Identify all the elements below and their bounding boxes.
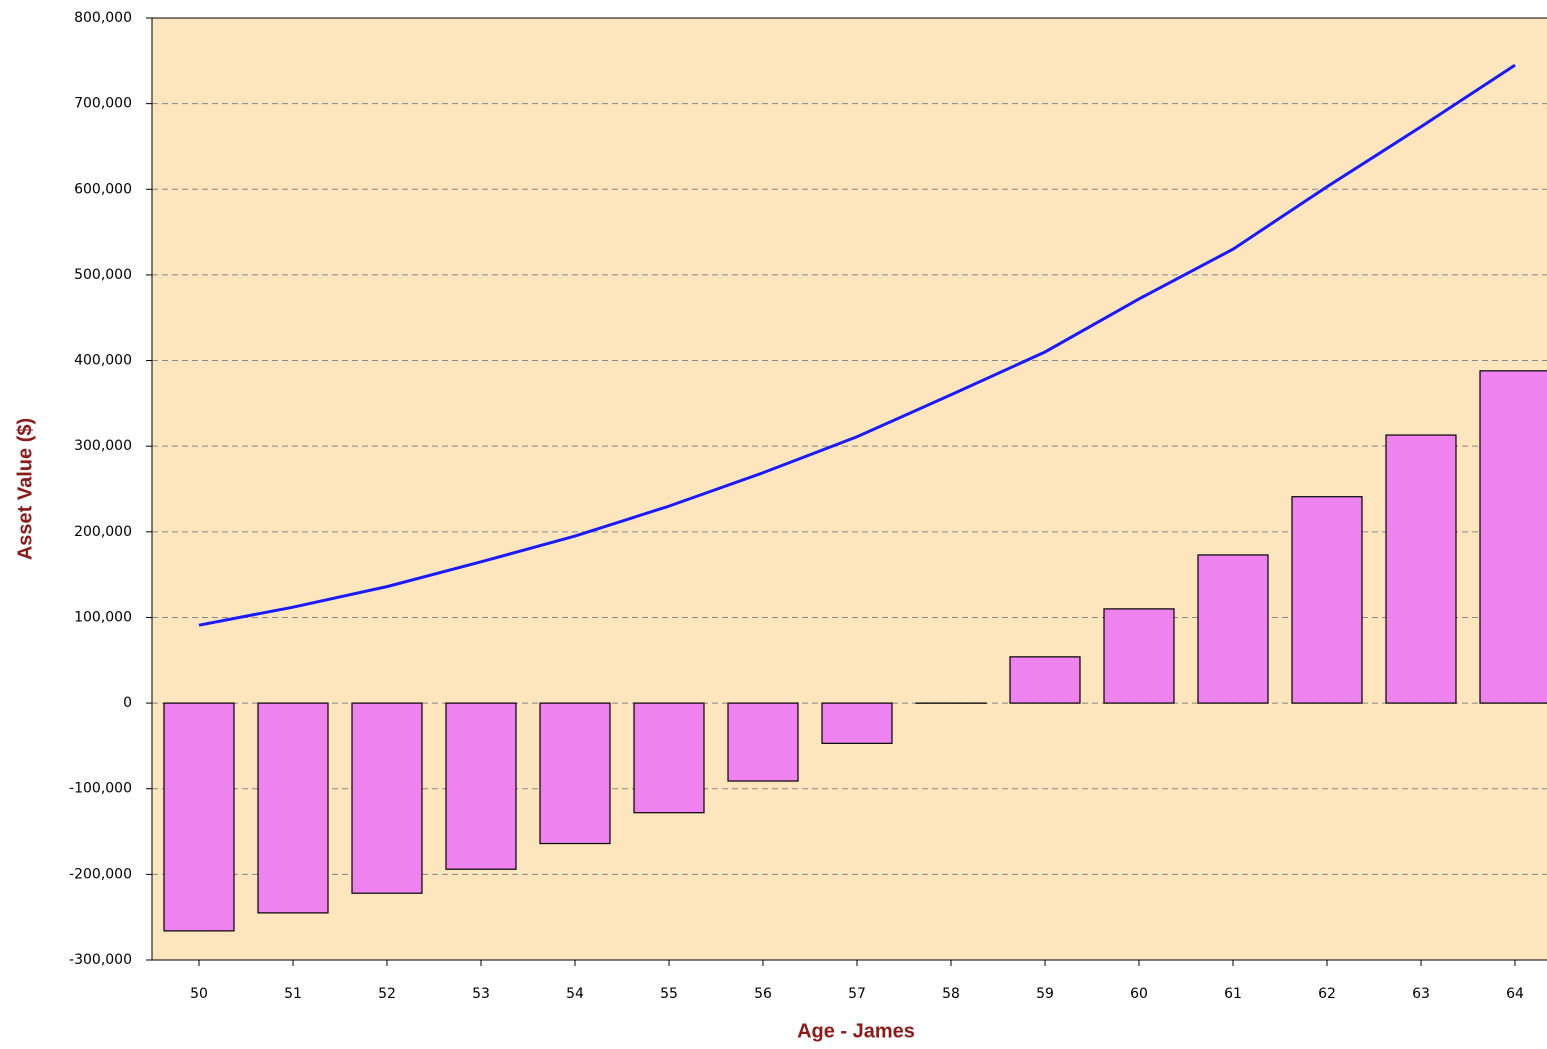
x-tick-label: 60 [1130, 986, 1148, 1002]
bar [351, 702, 423, 894]
line [198, 63, 1516, 627]
x-tick-label: 53 [472, 986, 490, 1002]
bar [1385, 434, 1457, 704]
bar [445, 702, 517, 870]
x-tick-label: 59 [1036, 986, 1054, 1002]
bar [727, 702, 799, 782]
bar [1479, 370, 1547, 704]
y-tick-label: 600,000 [74, 181, 132, 197]
y-tick-label: 0 [123, 695, 132, 711]
x-tick-label: 62 [1318, 986, 1336, 1002]
x-tick-label: 55 [660, 986, 678, 1002]
bar [821, 702, 893, 744]
y-tick-label: 200,000 [74, 524, 132, 540]
bar [257, 702, 329, 914]
x-tick-label: 50 [190, 986, 208, 1002]
y-tick-label: 100,000 [74, 609, 132, 625]
y-tick-label: 500,000 [74, 267, 132, 283]
x-axis-title: Age - James [797, 1020, 915, 1042]
bar [163, 702, 235, 932]
x-tick-label: 58 [942, 986, 960, 1002]
y-axis-title: Asset Value ($) [14, 418, 36, 560]
y-tick-label: 400,000 [74, 353, 132, 369]
x-tick-label: 52 [378, 986, 396, 1002]
bar [1009, 656, 1081, 704]
bar [633, 702, 705, 814]
bar [1103, 608, 1175, 704]
x-tick-label: 51 [284, 986, 302, 1002]
x-tick-label: 57 [848, 986, 866, 1002]
x-tick-label: 54 [566, 986, 584, 1002]
x-tick-label: 63 [1412, 986, 1430, 1002]
x-tick-label: 56 [754, 986, 772, 1002]
y-tick-label: -200,000 [69, 866, 132, 882]
y-tick-label: 800,000 [74, 10, 132, 26]
bar [1197, 554, 1269, 704]
y-tick-label: -100,000 [69, 781, 132, 797]
y-tick-label: 700,000 [74, 96, 132, 112]
x-tick-label: 61 [1224, 986, 1242, 1002]
y-tick-label: -300,000 [69, 952, 132, 968]
x-tick-label: 64 [1506, 986, 1524, 1002]
y-tick-label: 300,000 [74, 438, 132, 454]
bar [1291, 496, 1363, 704]
bar [539, 702, 611, 845]
